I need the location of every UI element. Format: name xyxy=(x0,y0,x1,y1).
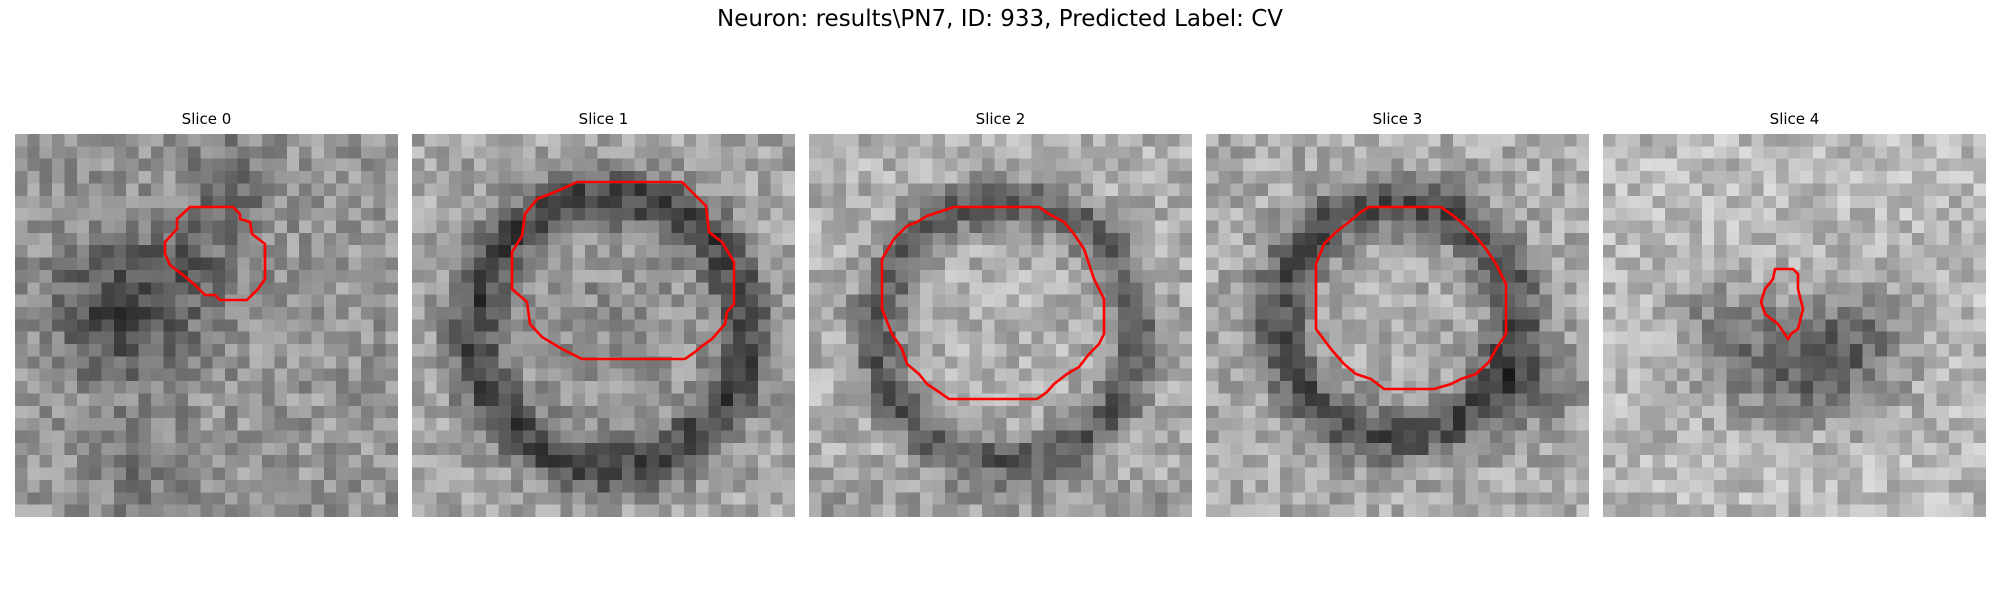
pixel-grid xyxy=(412,134,795,517)
slice-image xyxy=(1206,134,1589,517)
pixel-grid xyxy=(1206,134,1589,517)
slice-image xyxy=(412,134,795,517)
slice-panel-0: Slice 0 xyxy=(15,108,398,517)
pixel-grid xyxy=(1603,134,1986,517)
slice-pixels xyxy=(412,134,795,517)
slice-pixels xyxy=(1603,134,1986,517)
segmentation-contour xyxy=(880,205,1106,401)
segmentation-contour xyxy=(163,205,267,302)
slice-pixels xyxy=(1206,134,1589,517)
slice-panel-4: Slice 4 xyxy=(1603,108,1986,517)
slice-panel-3: Slice 3 xyxy=(1206,108,1589,517)
slice-title: Slice 0 xyxy=(181,110,232,128)
figure-title: Neuron: results\PN7, ID: 933, Predicted … xyxy=(717,6,1283,32)
segmentation-contour xyxy=(1759,267,1805,342)
pixel-grid xyxy=(809,134,1192,517)
segmentation-contour xyxy=(1314,205,1508,391)
slice-panel-2: Slice 2 xyxy=(809,108,1192,517)
slice-pixels xyxy=(809,134,1192,517)
slice-image xyxy=(1603,134,1986,517)
slice-title: Slice 3 xyxy=(1372,110,1423,128)
pixel-grid xyxy=(15,134,398,517)
segmentation-contour xyxy=(510,180,736,361)
slice-title: Slice 4 xyxy=(1769,110,1820,128)
slice-image xyxy=(809,134,1192,517)
slice-pixels xyxy=(15,134,398,517)
slice-title: Slice 2 xyxy=(975,110,1026,128)
slice-panel-1: Slice 1 xyxy=(412,108,795,517)
slice-title: Slice 1 xyxy=(578,110,629,128)
slice-image xyxy=(15,134,398,517)
